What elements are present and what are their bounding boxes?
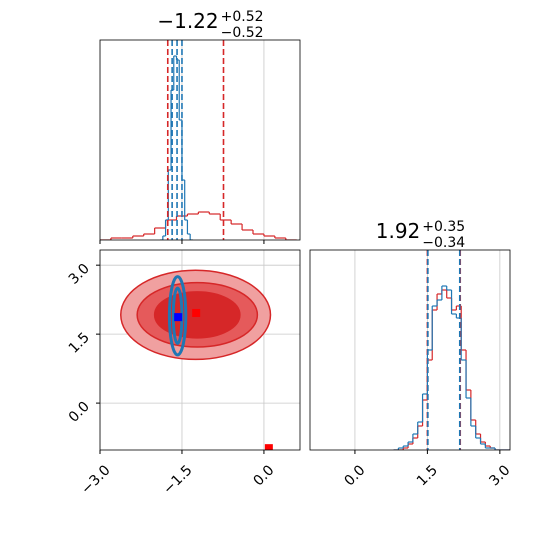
axes-frame (99, 39, 301, 241)
panel-title: −1.22 (157, 9, 218, 33)
title-lower: −0.52 (221, 25, 264, 41)
plot-area (100, 250, 300, 450)
plot-area (354, 250, 510, 450)
x-tick-label: 0.0 (250, 462, 277, 489)
title-value: 1.92 (376, 219, 421, 243)
panel-title: 1.92 (376, 219, 421, 243)
x-tick-label: −3.0 (78, 462, 113, 497)
marker (192, 308, 201, 317)
y-tick-label: 1.5 (66, 330, 93, 357)
title-upper: +0.35 (422, 219, 465, 235)
marker (174, 313, 183, 322)
x-tick-label: 3.0 (486, 462, 513, 489)
plot-area (100, 40, 297, 240)
marker (264, 444, 273, 450)
y-tick-label: 3.0 (66, 261, 93, 288)
axes-frame (309, 249, 511, 451)
title-value: −1.22 (157, 9, 218, 33)
axes-frame (99, 249, 301, 451)
y-tick-label: 0.0 (66, 399, 93, 426)
x-tick-label: −1.5 (160, 462, 195, 497)
x-tick-label: 1.5 (414, 462, 441, 489)
title-lower: −0.34 (422, 235, 465, 251)
title-upper: +0.52 (221, 9, 264, 25)
contour (167, 275, 188, 357)
x-tick-label: 0.0 (341, 462, 368, 489)
